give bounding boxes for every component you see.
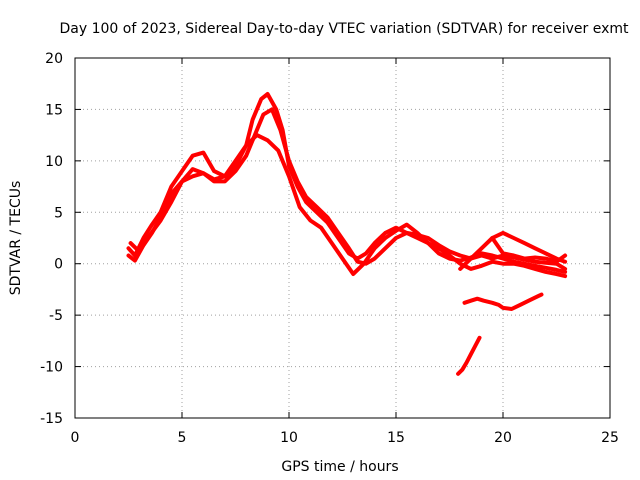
chart-title: Day 100 of 2023, Sidereal Day-to-day VTE… (60, 21, 630, 37)
x-tick-label: 0 (71, 430, 80, 446)
series-trace-d (458, 230, 568, 271)
series-trace-a (126, 92, 568, 271)
y-tick-label: -10 (40, 360, 63, 376)
x-axis-label: GPS time / hours (281, 459, 398, 475)
y-tick-label: -15 (40, 411, 63, 427)
series-layer (126, 92, 568, 376)
y-tick-label: -5 (49, 308, 63, 324)
y-tick-label: 0 (54, 257, 63, 273)
series-trace-c (128, 133, 568, 276)
series-trace-f (462, 292, 544, 311)
y-tick-label: 20 (45, 51, 63, 67)
plot-frame (74, 57, 611, 419)
x-tick-label: 15 (387, 430, 405, 446)
series-trace-b (126, 107, 568, 279)
y-tick-label: 15 (45, 102, 63, 118)
axis-ticks: 0 5 10 15 20 25 -15 -10 -5 0 5 10 15 20 (40, 51, 619, 446)
x-tick-label: 5 (178, 430, 187, 446)
series-trace-e (490, 236, 568, 264)
x-tick-label: 10 (280, 430, 298, 446)
x-tick-label: 25 (601, 430, 619, 446)
y-axis-label: SDTVAR / TECUs (8, 181, 24, 296)
x-tick-label: 20 (494, 430, 512, 446)
y-tick-label: 5 (54, 205, 63, 221)
y-tick-label: 10 (45, 154, 63, 170)
series-trace-g (456, 335, 482, 376)
